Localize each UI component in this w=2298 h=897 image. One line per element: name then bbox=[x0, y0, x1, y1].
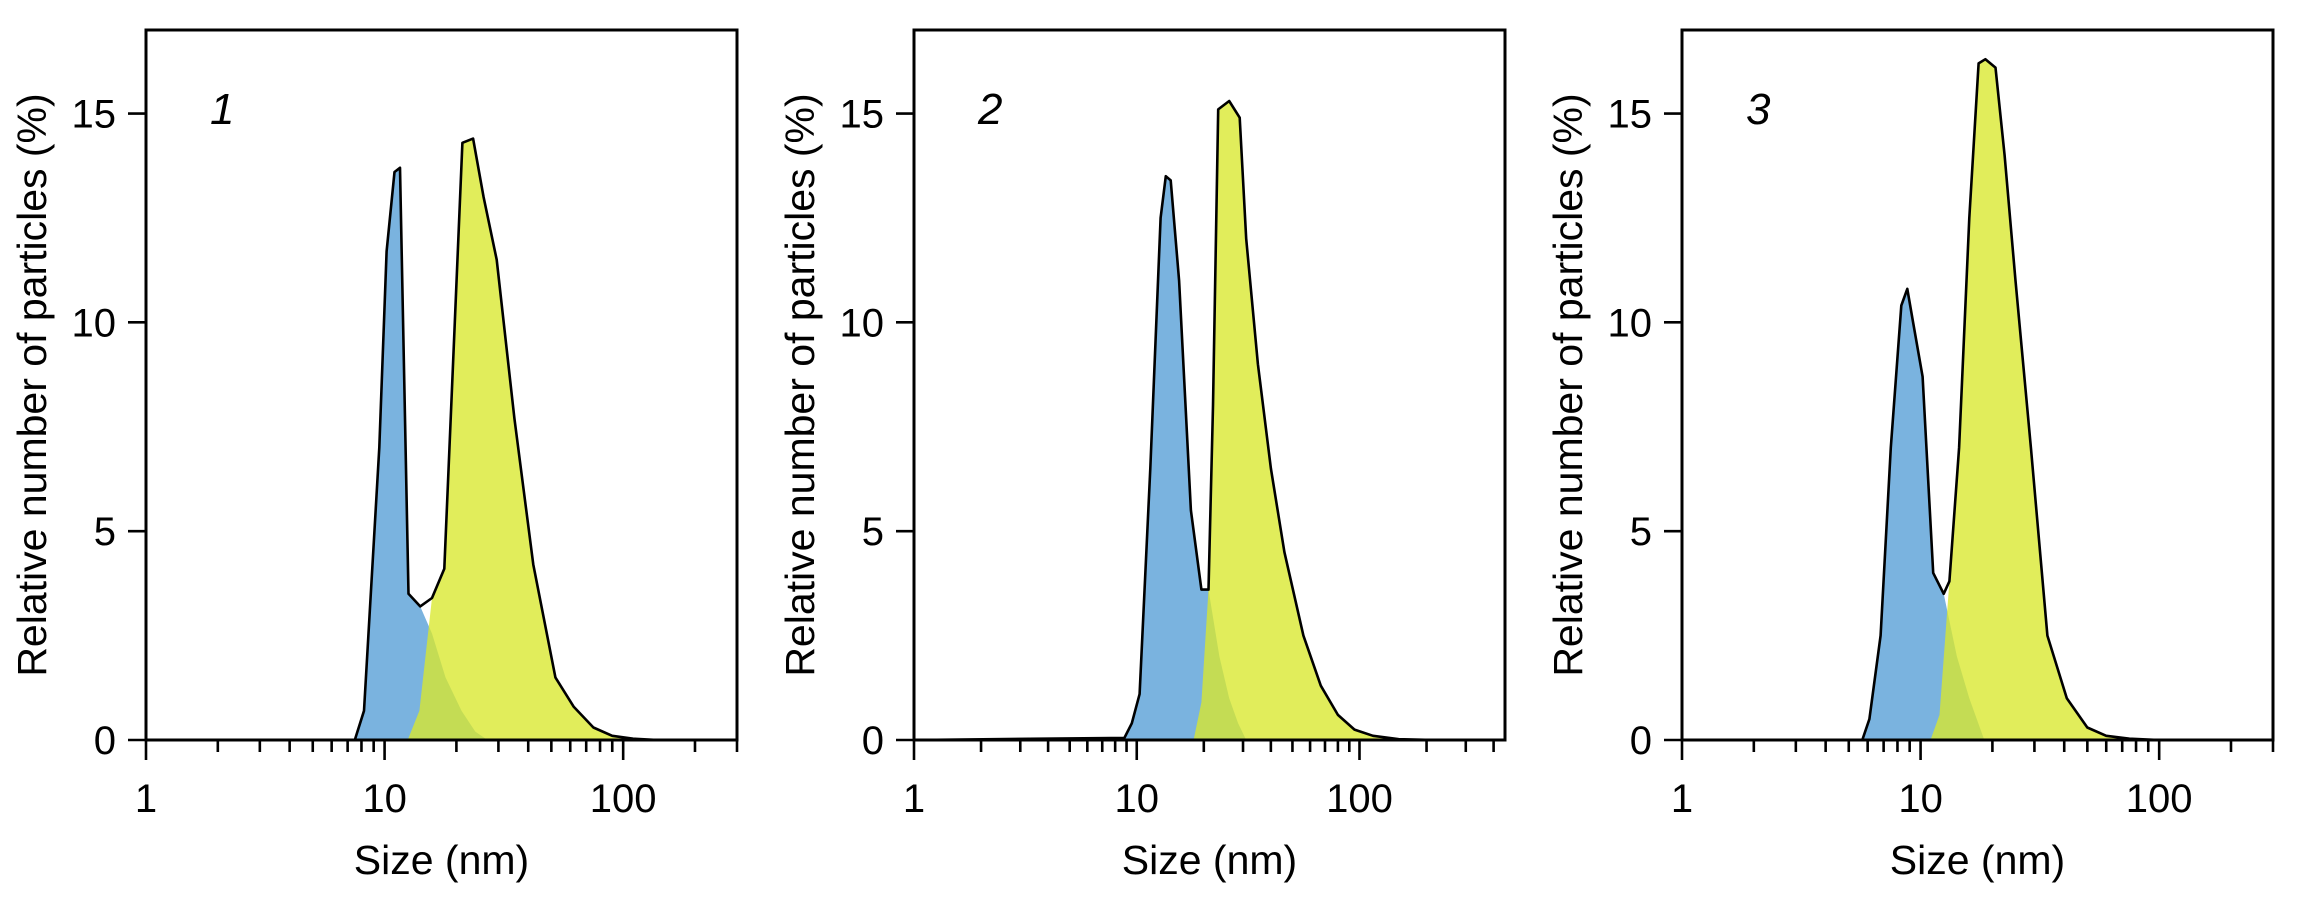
y-axis-label: Relative number of particles (%) bbox=[1545, 93, 1591, 676]
y-tick-label: 10 bbox=[72, 301, 117, 345]
plot-frame bbox=[144, 28, 739, 742]
y-tick-label: 0 bbox=[1630, 719, 1652, 763]
y-tick-label: 15 bbox=[72, 93, 117, 137]
y-tick-label: 15 bbox=[840, 93, 885, 137]
series-area-1 bbox=[1124, 176, 1247, 740]
series-area-1 bbox=[354, 167, 488, 741]
plot-frame bbox=[1680, 28, 2275, 742]
panel-1: 1 10 100 0 5 10 15 Size (nm) Relative number of … bbox=[9, 28, 739, 883]
envelope-line bbox=[913, 99, 1505, 742]
x-tick-label: 100 bbox=[2126, 777, 2193, 821]
x-axis-label: Size (nm) bbox=[1890, 837, 2065, 883]
panel-number: 3 bbox=[1746, 85, 1771, 134]
x-axis-label: Size (nm) bbox=[1122, 837, 1297, 883]
panel-2: 1 10 100 0 5 10 15 Size (nm) Relative number of … bbox=[777, 28, 1507, 883]
y-axis-label: Relative number of particles (%) bbox=[9, 93, 55, 676]
x-tick-label: 1 bbox=[903, 777, 925, 821]
panel-number: 2 bbox=[977, 85, 1002, 134]
x-tick-label: 10 bbox=[1114, 777, 1159, 821]
x-ticks bbox=[1680, 740, 2275, 760]
x-tick-label: 100 bbox=[590, 777, 657, 821]
y-tick-label: 0 bbox=[94, 719, 116, 763]
x-ticks bbox=[912, 740, 1495, 760]
series-area-1 bbox=[1862, 288, 1985, 740]
panel-3: 1 10 100 0 5 10 15 Size (nm) Relative number of … bbox=[1545, 28, 2275, 883]
y-tick-label: 10 bbox=[840, 301, 885, 345]
x-axis-label: Size (nm) bbox=[354, 837, 529, 883]
x-tick-label: 1 bbox=[135, 777, 157, 821]
envelope-line bbox=[146, 137, 737, 742]
y-axis-label: Relative number of particles (%) bbox=[777, 93, 823, 676]
series-area-2 bbox=[1193, 101, 1436, 740]
y-tick-label: 5 bbox=[862, 510, 884, 554]
y-tick-label: 15 bbox=[1608, 93, 1653, 137]
y-tick-label: 5 bbox=[1630, 510, 1652, 554]
y-tick-label: 10 bbox=[1608, 301, 1653, 345]
series-area-2 bbox=[1930, 59, 2160, 740]
panel-number: 1 bbox=[210, 85, 234, 134]
x-tick-label: 100 bbox=[1326, 777, 1393, 821]
plot-frame bbox=[912, 28, 1507, 742]
y-tick-label: 0 bbox=[862, 719, 884, 763]
x-tick-label: 1 bbox=[1671, 777, 1693, 821]
x-tick-label: 10 bbox=[1898, 777, 1943, 821]
series-area-2 bbox=[407, 138, 658, 741]
y-tick-label: 5 bbox=[94, 510, 116, 554]
envelope-line bbox=[1682, 57, 2273, 742]
x-tick-label: 10 bbox=[362, 777, 407, 821]
x-ticks bbox=[144, 740, 739, 760]
